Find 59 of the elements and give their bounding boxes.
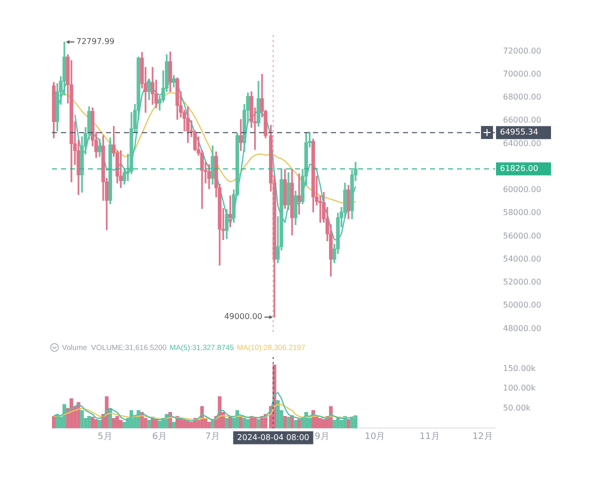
bar: [182, 420, 186, 428]
bar: [322, 419, 326, 428]
y-tick-label: 150.00k: [503, 364, 536, 373]
bar: [112, 418, 116, 428]
bar: [318, 418, 322, 428]
bar: [122, 422, 126, 428]
bar: [52, 416, 56, 428]
bar: [354, 415, 358, 428]
bar: [276, 400, 280, 428]
bar: [186, 420, 190, 428]
bar: [346, 419, 350, 428]
annotation: 49000.00: [224, 312, 262, 322]
bar: [80, 410, 84, 428]
bar: [246, 419, 250, 428]
bar: [290, 415, 294, 428]
y-tick-label: 60000.00: [503, 185, 542, 194]
x-tick-label: 5月: [98, 432, 112, 442]
x-tick-label: 10月: [364, 432, 386, 442]
x-tick-label: 7月: [205, 432, 220, 442]
bar: [172, 422, 176, 428]
y-tick-label: 66000.00: [503, 116, 542, 125]
y-tick-label: 52000.00: [503, 278, 542, 287]
y-tick-label: 58000.00: [503, 208, 542, 218]
ref-line-label: 61826.00: [500, 164, 538, 173]
bar: [87, 416, 91, 428]
y-tick-label: 54000.00: [503, 254, 542, 264]
y-tick-label: 50000.00: [503, 300, 542, 310]
y-tick-label: 50.00k: [503, 404, 531, 412]
bar: [297, 419, 301, 428]
x-tick-label: 12月: [472, 432, 493, 442]
bar: [119, 420, 123, 428]
y-tick-label: 100.00k: [503, 384, 536, 393]
bar: [242, 418, 246, 428]
bar: [94, 419, 98, 428]
bar: [98, 420, 102, 428]
y-tick-label: 68000.00: [503, 92, 542, 102]
annotation: 72797.99: [76, 37, 115, 46]
bar: [158, 420, 162, 428]
ref-line-label: 64955.34: [500, 128, 538, 137]
bar: [207, 422, 211, 428]
bar: [90, 416, 94, 428]
bar: [294, 420, 298, 428]
y-tick-label: 72000.00: [503, 46, 542, 56]
x-tick-label: 11月: [419, 432, 440, 442]
y-tick-label: 64000.00: [503, 138, 542, 148]
bar: [286, 416, 290, 428]
x-tick-label: 6月: [152, 432, 168, 442]
y-tick-label: 70000.00: [503, 69, 542, 78]
bar: [224, 418, 229, 428]
x-tick-label: 9月: [314, 432, 330, 442]
bar: [115, 416, 120, 428]
bar: [256, 419, 260, 428]
bar: [332, 420, 336, 428]
bar: [336, 418, 340, 428]
bar: [283, 416, 287, 428]
y-tick-label: 48000.00: [503, 324, 542, 333]
bar: [147, 420, 151, 428]
ref-line-label: 2024-08-04 08:00: [237, 432, 310, 442]
y-tick-label: 56000.00: [503, 231, 542, 240]
